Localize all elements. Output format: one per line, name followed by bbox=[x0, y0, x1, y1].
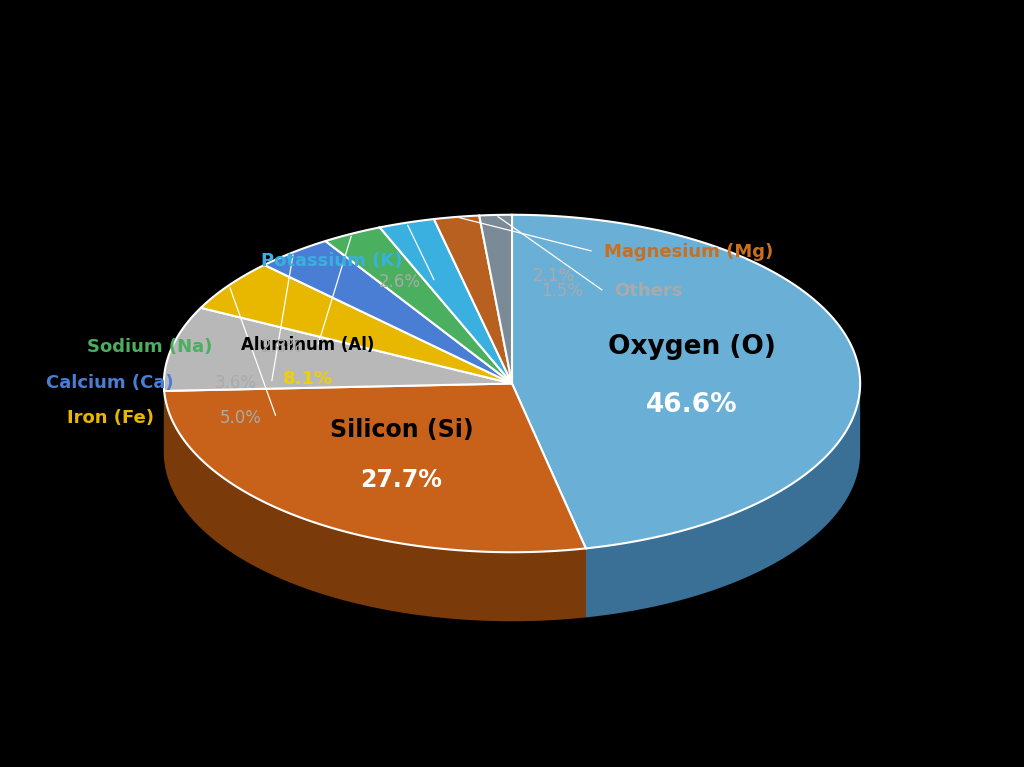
Text: 1.5%: 1.5% bbox=[541, 282, 583, 301]
Polygon shape bbox=[380, 219, 512, 384]
Text: 27.7%: 27.7% bbox=[360, 468, 442, 492]
Polygon shape bbox=[164, 391, 586, 621]
Text: Calcium (Ca): Calcium (Ca) bbox=[46, 374, 174, 393]
Polygon shape bbox=[164, 384, 512, 460]
Text: Silicon (Si): Silicon (Si) bbox=[330, 418, 473, 442]
Text: 46.6%: 46.6% bbox=[646, 392, 738, 418]
Text: Potassium (K): Potassium (K) bbox=[261, 252, 402, 270]
Text: 2.8%: 2.8% bbox=[261, 337, 303, 356]
Polygon shape bbox=[512, 215, 860, 548]
Text: 5.0%: 5.0% bbox=[220, 409, 262, 427]
Text: Others: Others bbox=[614, 282, 683, 301]
Polygon shape bbox=[164, 384, 512, 460]
Polygon shape bbox=[264, 241, 512, 384]
Text: 2.6%: 2.6% bbox=[379, 273, 421, 291]
Polygon shape bbox=[512, 384, 586, 617]
Text: Sodium (Na): Sodium (Na) bbox=[87, 337, 212, 356]
Polygon shape bbox=[164, 308, 512, 391]
Text: Magnesium (Mg): Magnesium (Mg) bbox=[604, 242, 773, 261]
Text: Iron (Fe): Iron (Fe) bbox=[67, 409, 154, 427]
Polygon shape bbox=[586, 386, 860, 617]
Text: 2.1%: 2.1% bbox=[532, 267, 574, 285]
Polygon shape bbox=[479, 215, 512, 384]
Polygon shape bbox=[434, 216, 512, 384]
Text: 8.1%: 8.1% bbox=[283, 370, 333, 388]
Polygon shape bbox=[164, 384, 586, 552]
Polygon shape bbox=[201, 265, 512, 384]
Polygon shape bbox=[512, 384, 586, 617]
Text: Aluminum (Al): Aluminum (Al) bbox=[241, 337, 375, 354]
Text: Oxygen (O): Oxygen (O) bbox=[608, 334, 776, 360]
Polygon shape bbox=[326, 227, 512, 384]
Text: 3.6%: 3.6% bbox=[215, 374, 257, 393]
